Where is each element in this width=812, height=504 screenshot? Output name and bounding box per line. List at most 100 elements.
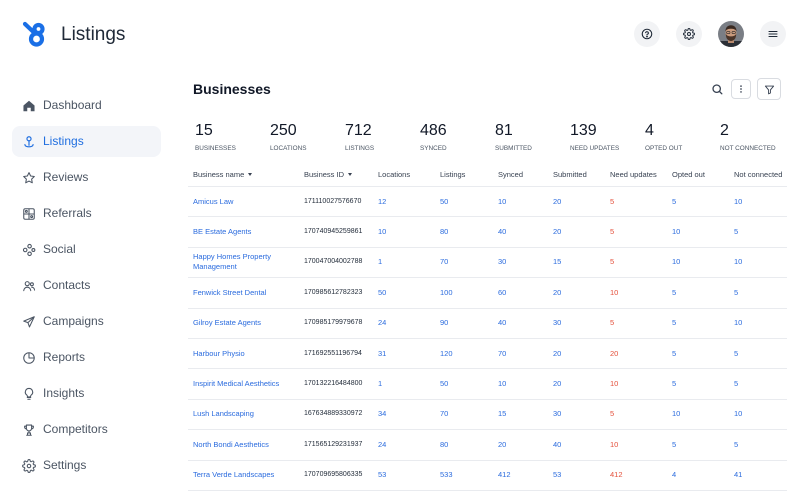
- submitted-count[interactable]: 15: [553, 257, 562, 267]
- locations-count[interactable]: 53: [378, 470, 387, 480]
- need-updates-count[interactable]: 20: [610, 348, 619, 358]
- synced-count[interactable]: 15: [498, 409, 507, 419]
- business-name-link[interactable]: Fenwick Street Dental: [193, 287, 267, 297]
- listings-count[interactable]: 50: [440, 379, 449, 389]
- not-connected-count[interactable]: 5: [734, 379, 739, 389]
- not-connected-count[interactable]: 10: [734, 318, 743, 328]
- synced-count[interactable]: 20: [498, 439, 507, 449]
- brand-logo-icon[interactable]: [21, 20, 50, 49]
- synced-count[interactable]: 30: [498, 257, 507, 267]
- synced-count[interactable]: 412: [498, 470, 511, 480]
- synced-count[interactable]: 70: [498, 348, 507, 358]
- need-updates-count[interactable]: 5: [610, 227, 615, 237]
- sidebar-item-reports[interactable]: Reports: [12, 342, 161, 373]
- opted-out-count[interactable]: 5: [672, 318, 677, 328]
- business-name-link[interactable]: Gilroy Estate Agents: [193, 318, 261, 328]
- synced-count[interactable]: 10: [498, 379, 507, 389]
- locations-count[interactable]: 24: [378, 318, 387, 328]
- business-name-link[interactable]: Amicus Law: [193, 196, 234, 206]
- need-updates-count[interactable]: 10: [610, 439, 619, 449]
- listings-count[interactable]: 100: [440, 287, 453, 297]
- column-header-business-id[interactable]: Business ID: [304, 170, 378, 180]
- locations-count[interactable]: 31: [378, 348, 387, 358]
- business-name-link[interactable]: BE Estate Agents: [193, 227, 252, 237]
- sidebar-item-social[interactable]: Social: [12, 234, 161, 265]
- business-name-link[interactable]: Happy Homes Property Management: [193, 252, 271, 272]
- not-connected-count[interactable]: 5: [734, 287, 739, 297]
- submitted-count[interactable]: 20: [553, 287, 562, 297]
- sidebar-item-campaigns[interactable]: Campaigns: [12, 306, 161, 337]
- sidebar-item-contacts[interactable]: Contacts: [12, 270, 161, 301]
- locations-count[interactable]: 34: [378, 409, 387, 419]
- locations-count[interactable]: 24: [378, 439, 387, 449]
- submitted-count[interactable]: 20: [553, 196, 562, 206]
- filter-button[interactable]: [757, 78, 781, 100]
- opted-out-count[interactable]: 4: [672, 470, 677, 480]
- opted-out-count[interactable]: 10: [672, 257, 681, 267]
- need-updates-count[interactable]: 10: [610, 379, 619, 389]
- not-connected-count[interactable]: 5: [734, 439, 739, 449]
- opted-out-count[interactable]: 5: [672, 287, 677, 297]
- sidebar-item-dashboard[interactable]: Dashboard: [12, 90, 161, 121]
- opted-out-count[interactable]: 5: [672, 379, 677, 389]
- locations-count[interactable]: 50: [378, 287, 387, 297]
- settings-button[interactable]: [676, 21, 702, 47]
- submitted-count[interactable]: 20: [553, 379, 562, 389]
- not-connected-count[interactable]: 10: [734, 409, 743, 419]
- avatar[interactable]: [718, 21, 744, 47]
- business-name-link[interactable]: Terra Verde Landscapes: [193, 470, 275, 480]
- listings-count[interactable]: 120: [440, 348, 453, 358]
- menu-button[interactable]: [760, 21, 786, 47]
- not-connected-count[interactable]: 5: [734, 348, 739, 358]
- locations-count[interactable]: 12: [378, 196, 387, 206]
- more-options-button[interactable]: [731, 79, 751, 99]
- sidebar-item-reviews[interactable]: Reviews: [12, 162, 161, 193]
- opted-out-count[interactable]: 5: [672, 196, 677, 206]
- need-updates-count[interactable]: 5: [610, 257, 615, 267]
- sidebar-item-insights[interactable]: Insights: [12, 378, 161, 409]
- submitted-count[interactable]: 53: [553, 470, 562, 480]
- synced-count[interactable]: 40: [498, 318, 507, 328]
- sidebar-item-listings[interactable]: Listings: [12, 126, 161, 157]
- help-button[interactable]: [634, 21, 660, 47]
- listings-count[interactable]: 70: [440, 257, 449, 267]
- locations-count[interactable]: 1: [378, 379, 383, 389]
- business-name-link[interactable]: North Bondi Aesthetics: [193, 439, 269, 449]
- opted-out-count[interactable]: 10: [672, 227, 681, 237]
- locations-count[interactable]: 1: [378, 257, 383, 267]
- column-header-business-name[interactable]: Business name: [188, 170, 304, 180]
- need-updates-count[interactable]: 5: [610, 318, 615, 328]
- not-connected-count[interactable]: 5: [734, 227, 739, 237]
- submitted-count[interactable]: 20: [553, 227, 562, 237]
- locations-count[interactable]: 10: [378, 227, 387, 237]
- submitted-count[interactable]: 30: [553, 409, 562, 419]
- sidebar-item-referrals[interactable]: Referrals: [12, 198, 161, 229]
- submitted-count[interactable]: 40: [553, 439, 562, 449]
- listings-count[interactable]: 90: [440, 318, 449, 328]
- business-name-link[interactable]: Lush Landscaping: [193, 409, 254, 419]
- need-updates-count[interactable]: 412: [610, 470, 623, 480]
- sidebar-item-settings[interactable]: Settings: [12, 450, 161, 481]
- need-updates-count[interactable]: 5: [610, 409, 615, 419]
- submitted-count[interactable]: 30: [553, 318, 562, 328]
- not-connected-count[interactable]: 10: [734, 257, 743, 267]
- need-updates-count[interactable]: 5: [610, 196, 615, 206]
- sidebar-item-competitors[interactable]: Competitors: [12, 414, 161, 445]
- listings-count[interactable]: 80: [440, 227, 449, 237]
- need-updates-count[interactable]: 10: [610, 287, 619, 297]
- opted-out-count[interactable]: 5: [672, 348, 677, 358]
- listings-count[interactable]: 70: [440, 409, 449, 419]
- synced-count[interactable]: 60: [498, 287, 507, 297]
- synced-count[interactable]: 10: [498, 196, 507, 206]
- synced-count[interactable]: 40: [498, 227, 507, 237]
- listings-count[interactable]: 50: [440, 196, 449, 206]
- search-button[interactable]: [711, 83, 724, 96]
- not-connected-count[interactable]: 10: [734, 196, 743, 206]
- not-connected-count[interactable]: 41: [734, 470, 743, 480]
- listings-count[interactable]: 80: [440, 439, 449, 449]
- opted-out-count[interactable]: 5: [672, 439, 677, 449]
- listings-count[interactable]: 533: [440, 470, 453, 480]
- business-name-link[interactable]: Harbour Physio: [193, 348, 245, 358]
- business-name-link[interactable]: Inspirit Medical Aesthetics: [193, 379, 280, 389]
- opted-out-count[interactable]: 10: [672, 409, 681, 419]
